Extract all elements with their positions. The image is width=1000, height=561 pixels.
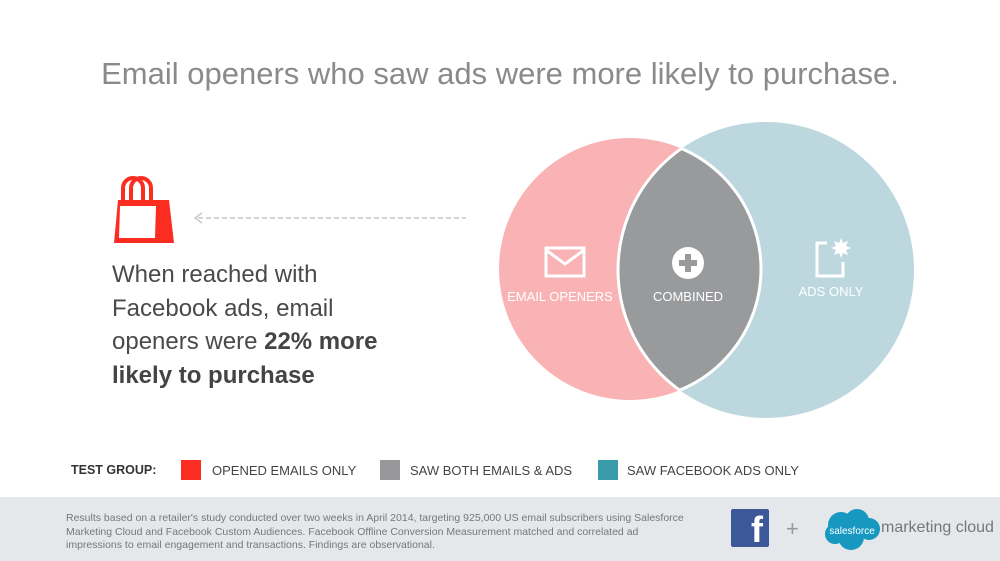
dashed-arrow-left (193, 212, 466, 224)
plus-circle-icon (672, 247, 704, 279)
legend-item-label: SAW BOTH EMAILS & ADS (410, 463, 573, 478)
claim-highlight: likely to purchase (112, 361, 315, 389)
legend-item-label: OPENED EMAILS ONLY (212, 463, 357, 478)
legend-title: TEST GROUP: (71, 463, 157, 477)
facebook-logo: f (731, 509, 769, 550)
claim-text: openers were (112, 328, 265, 355)
facebook-logo-letter: f (751, 509, 763, 550)
venn-label-combined: COMBINED (652, 289, 724, 304)
plus-sign: + (786, 516, 799, 541)
venn-label-ads-only: ADS ONLY (798, 284, 864, 299)
page-title: Email openers who saw ads were more like… (101, 56, 899, 91)
key-finding-text: When reached with Facebook ads, email op… (112, 258, 432, 392)
claim-line: When reached with (112, 261, 318, 288)
venn-intersection-combined (616, 138, 761, 400)
salesforce-text: salesforce (829, 526, 875, 537)
footnote: Results based on a retailer's study cond… (66, 512, 684, 551)
legend-item-label: SAW FACEBOOK ADS ONLY (627, 463, 799, 478)
venn-diagram (499, 122, 914, 418)
claim-line: likely to purchase (112, 359, 432, 393)
marketing-cloud-text: marketing cloud (881, 519, 994, 536)
venn-intersection-outline (0, 0, 1000, 450)
legend-swatch-gray (380, 460, 400, 480)
footer: Results based on a retailer's study cond… (0, 497, 1000, 561)
salesforce-cloud-logo: salesforce (825, 509, 880, 550)
mobile-ad-icon (815, 238, 851, 278)
legend: TEST GROUP: OPENED EMAILS ONLY SAW BOTH … (0, 458, 1000, 482)
venn-label-email-openers: EMAIL OPENERS (507, 289, 613, 304)
legend-swatch-red (181, 460, 201, 480)
envelope-icon (544, 246, 586, 278)
claim-line: openers were 22% more (112, 325, 432, 359)
legend-swatch-teal (598, 460, 618, 480)
shopping-bag-icon (114, 176, 174, 243)
claim-highlight: 22% more (264, 328, 378, 355)
claim-line: Facebook ads, email (112, 294, 334, 322)
